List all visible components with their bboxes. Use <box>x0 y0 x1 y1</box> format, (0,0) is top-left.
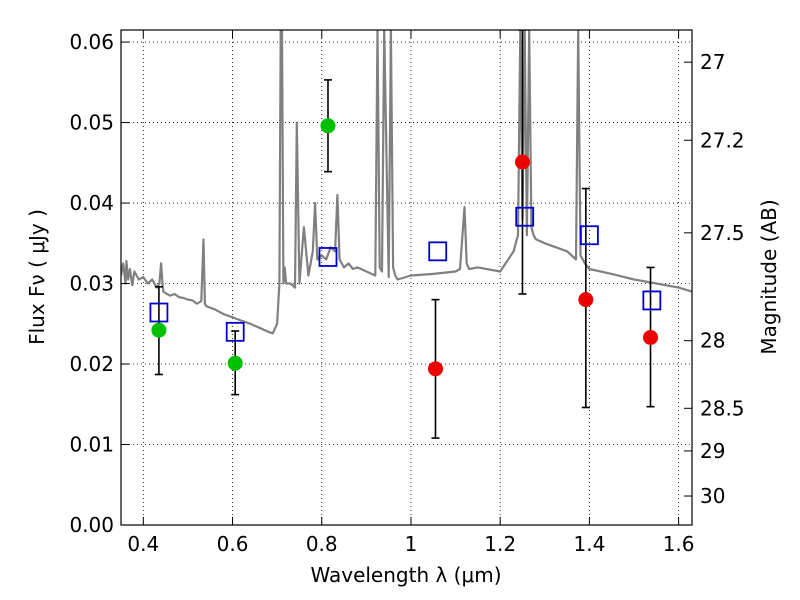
y-tick-label: 0.04 <box>69 191 114 215</box>
plot-frame <box>120 29 693 526</box>
model-photometry-point <box>149 302 169 323</box>
detections-point <box>151 322 167 338</box>
x-tick-label: 1.6 <box>663 532 695 556</box>
y-axis-title: Flux Fν ( μJy ) <box>25 209 49 345</box>
near-ir-point <box>643 329 659 345</box>
data-markers <box>149 118 662 377</box>
y-tick-label: 0.00 <box>69 513 114 537</box>
model-photometry-point <box>225 321 245 342</box>
y2-tick-label: 27 <box>700 50 725 74</box>
x-tick-label: 0.6 <box>217 532 249 556</box>
near-ir-point <box>578 292 594 308</box>
model-photometry-point <box>428 241 448 262</box>
near-ir-point <box>427 361 443 377</box>
x-tick-label: 0.4 <box>127 532 159 556</box>
y2-tick-label: 28 <box>700 329 725 353</box>
y2-tick-label: 27.5 <box>700 221 745 245</box>
x-tick-label: 1.4 <box>573 532 605 556</box>
model-photometry-point <box>579 225 599 246</box>
y2-tick-label: 29 <box>700 439 725 463</box>
axis-ticks <box>121 30 692 526</box>
y-tick-label: 0.01 <box>69 433 114 457</box>
x-tick-label: 1 <box>405 532 418 556</box>
model-photometry-point <box>318 247 338 267</box>
model-spectrum <box>121 30 692 335</box>
x-tick-label: 1.2 <box>484 532 516 556</box>
y2-tick-label: 27.2 <box>700 128 745 152</box>
y-tick-label: 0.03 <box>69 272 114 296</box>
y-tick-label: 0.06 <box>69 30 114 54</box>
model-photometry-point <box>515 206 535 227</box>
grid-lines <box>121 30 692 526</box>
y-tick-label: 0.02 <box>69 352 114 376</box>
x-tick-label: 0.8 <box>306 532 338 556</box>
tick-labels: 0.4 0.6 0.8 1 1.2 1.4 1.6 0.00 0.01 0.02 0.03 0.04 0… <box>69 30 744 556</box>
y-tick-label: 0.05 <box>69 111 114 135</box>
near-ir-point <box>514 154 530 170</box>
detections-point <box>227 355 243 371</box>
x-axis-title: Wavelength λ (μm) <box>310 563 501 587</box>
y2-tick-label: 28.5 <box>700 396 745 420</box>
y2-tick-label: 30 <box>700 484 725 508</box>
spectrum-line <box>121 30 692 335</box>
model-photometry-point <box>642 290 662 311</box>
y2-axis-title: Magnitude (AB) <box>757 199 781 354</box>
detections-point <box>320 118 336 134</box>
